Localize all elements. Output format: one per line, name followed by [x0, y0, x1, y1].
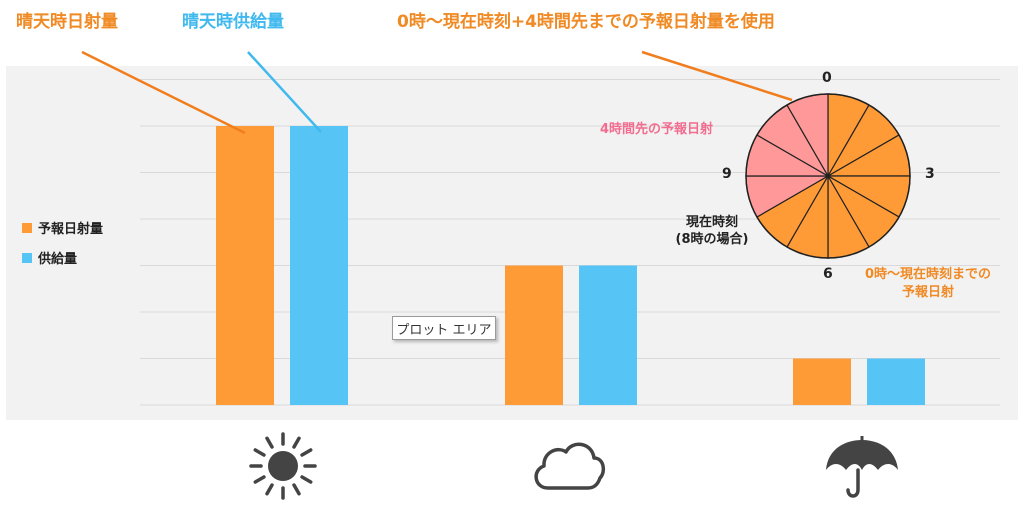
forecast-callout-line	[81, 50, 246, 135]
legend-swatch-forecast	[22, 222, 32, 233]
sun-ray	[300, 448, 313, 457]
cloud-outline	[534, 442, 606, 490]
supply-clear-sky-label: 晴天時供給量	[182, 12, 284, 32]
current-time-line1: 現在時刻	[685, 215, 738, 230]
bar-forecast-rainy	[793, 358, 851, 405]
legend-label-forecast: 予報日射量	[38, 222, 104, 237]
until-now-line2: 予報日射	[901, 285, 954, 300]
bar-forecast-cloudy	[505, 265, 563, 405]
cloud-icon	[534, 442, 606, 490]
sun-icon	[249, 432, 317, 500]
supply-callout-line	[247, 51, 322, 133]
until-now-line1: 0時～現在時刻までの	[864, 267, 992, 282]
sun-ray	[265, 436, 274, 449]
bars	[216, 126, 925, 405]
pie-outline	[745, 93, 911, 259]
callout-lines	[81, 50, 793, 135]
plot-area-tooltip: プロット エリア	[392, 316, 496, 340]
bar-supply-sunny	[290, 126, 348, 405]
umbrella-canopy	[826, 440, 898, 470]
legend-label-supply: 供給量	[38, 252, 78, 267]
weather-icons	[249, 432, 898, 500]
clock-hour-3: 3	[925, 166, 935, 182]
current-time-label: 現在時刻 (8時の場合)	[668, 214, 756, 248]
legend-item-supply: 供給量	[22, 248, 77, 267]
forecast-usage-note: 0時～現在時刻+4時間先までの予報日射量を使用	[397, 12, 775, 32]
bar-supply-rainy	[867, 358, 925, 405]
sun-disc	[268, 451, 298, 481]
clock-hour-9: 9	[722, 166, 732, 182]
clock-hour-0: 0	[822, 70, 832, 86]
bar-supply-cloudy	[579, 265, 637, 405]
umbrella-icon	[826, 436, 898, 498]
forecast-clear-sky-label: 晴天時日射量	[16, 12, 118, 32]
current-time-line2: (8時の場合)	[675, 232, 749, 247]
clock-pie-chart	[745, 93, 911, 259]
until-now-label: 0時～現在時刻までの 予報日射	[848, 266, 1008, 302]
clock-hour-6: 6	[823, 266, 833, 282]
sun-ray	[265, 483, 274, 496]
bar-forecast-sunny	[216, 126, 274, 405]
sun-ray	[292, 436, 301, 449]
sun-ray	[292, 483, 301, 496]
legend-item-forecast: 予報日射量	[22, 218, 103, 237]
umbrella-handle	[846, 468, 860, 498]
pie-callout-line	[641, 50, 793, 102]
sun-ray	[253, 475, 266, 484]
forecast-4h-label: 4時間先の予報日射	[600, 122, 714, 137]
sun-ray	[253, 448, 266, 457]
sun-ray	[300, 475, 313, 484]
legend-swatch-supply	[22, 252, 32, 263]
